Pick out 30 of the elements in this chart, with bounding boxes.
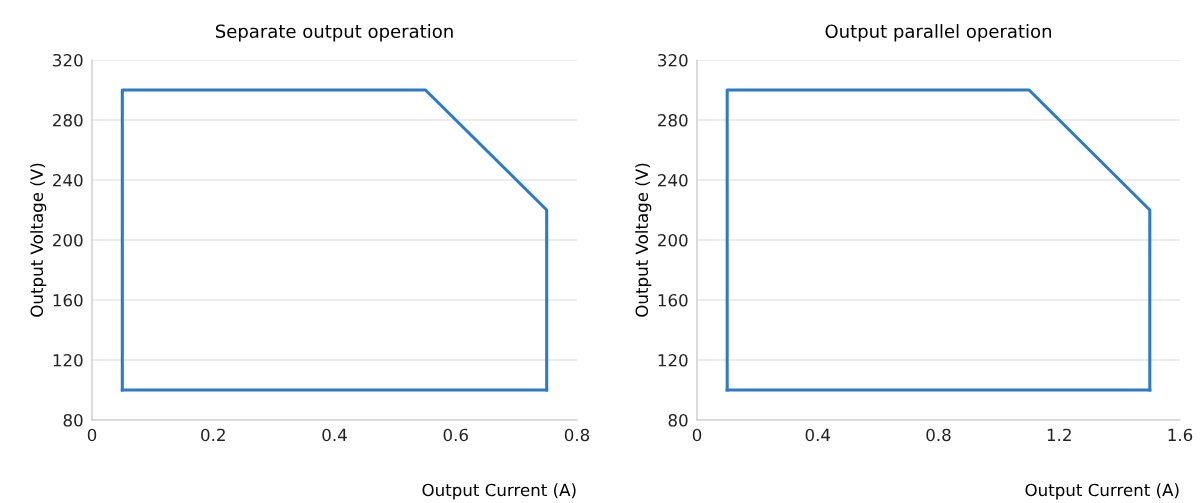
y-tick-label: 160: [53, 293, 83, 307]
y-tick-label: 120: [658, 353, 688, 367]
y-tick-label: 240: [658, 173, 688, 187]
x-tick-label: 0.8: [926, 428, 951, 442]
chart-title: Output parallel operation: [825, 24, 1051, 42]
y-tick-label: 80: [668, 413, 688, 427]
x-tick-label: 0.4: [322, 428, 347, 442]
x-tick-label: 0: [87, 428, 97, 442]
y-tick-label: 200: [658, 233, 688, 247]
y-tick-label: 120: [53, 353, 83, 367]
x-tick-label: 1.6: [1168, 428, 1193, 442]
x-tick-label: 0: [692, 428, 702, 442]
y-tick-label: 160: [658, 293, 688, 307]
x-axis-title: Output Current (A): [422, 483, 576, 500]
y-tick-label: 240: [53, 173, 83, 187]
y-axis-title: Output Voltage (V): [635, 163, 652, 317]
x-tick-label: 0.8: [564, 428, 590, 442]
x-tick-label: 0.6: [443, 428, 468, 442]
x-tick-label: 0.4: [805, 428, 831, 442]
y-tick-label: 80: [63, 413, 83, 427]
chart-title: Separate output operation: [215, 24, 453, 42]
y-axis-title: Output Voltage (V): [30, 163, 47, 317]
y-tick-label: 320: [53, 53, 83, 67]
x-tick-label: 0.2: [201, 428, 225, 442]
y-tick-label: 280: [53, 113, 83, 127]
x-tick-label: 1.2: [1047, 428, 1071, 441]
y-tick-label: 280: [658, 113, 688, 127]
y-tick-label: 320: [658, 53, 688, 67]
y-tick-label: 200: [53, 233, 83, 247]
x-axis-title: Output Current (A): [1025, 483, 1179, 500]
